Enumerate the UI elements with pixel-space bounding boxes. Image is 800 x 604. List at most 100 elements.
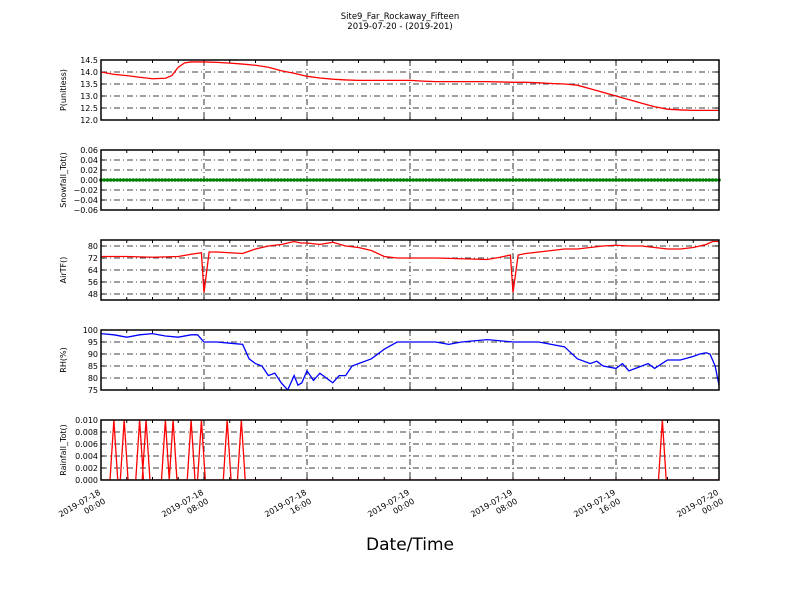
y-tick-label: 13.0: [80, 92, 98, 101]
data-point: [536, 178, 541, 182]
panel-1: 12.0 12.5 13.0 13.5 14.0 14.5 P(unitless): [59, 56, 720, 125]
data-point: [504, 178, 509, 182]
data-point: [382, 178, 387, 182]
data-point: [211, 178, 216, 182]
data-point: [401, 178, 406, 182]
series-line: [101, 240, 719, 293]
data-point: [334, 178, 338, 182]
data-point: [630, 178, 634, 182]
y-axis-label: AirTF(): [59, 257, 68, 284]
data-point: [392, 178, 396, 182]
data-point: [153, 178, 158, 182]
data-point: [672, 178, 676, 182]
data-point: [376, 178, 380, 182]
data-point: [685, 178, 689, 182]
data-point: [324, 178, 329, 182]
data-point: [701, 178, 705, 182]
data-point: [273, 178, 277, 182]
data-point: [485, 178, 490, 182]
data-point: [363, 178, 367, 182]
data-point: [688, 178, 692, 182]
data-point: [649, 178, 654, 182]
x-tick-label: 2019-07-1900:00: [366, 488, 416, 528]
x-tick-label: 2019-07-1908:00: [469, 488, 519, 528]
data-point: [298, 178, 303, 182]
data-point: [456, 178, 461, 182]
data-point: [627, 178, 631, 182]
data-point: [366, 178, 370, 182]
data-point: [710, 178, 715, 182]
x-tick-label: 2019-07-1916:00: [572, 488, 622, 528]
data-point: [453, 178, 457, 182]
y-tick-label: −0.06: [73, 206, 98, 215]
data-point: [108, 178, 113, 182]
data-point: [553, 178, 557, 182]
data-point: [495, 178, 499, 182]
data-point: [256, 178, 261, 182]
x-tick-label: 2019-07-1808:00: [160, 488, 210, 528]
axes-frame: [100, 329, 720, 391]
data-point: [507, 178, 512, 182]
data-point: [713, 178, 718, 182]
data-point: [205, 178, 210, 182]
y-tick-label: −0.02: [73, 186, 98, 195]
x-tick-label: 2019-07-2000:00: [675, 488, 725, 528]
y-tick-label: 12.5: [80, 104, 98, 113]
y-tick-label: 12.0: [80, 116, 98, 125]
data-point: [623, 178, 628, 182]
data-point: [182, 178, 187, 182]
y-tick-label: 100: [83, 326, 98, 335]
data-point: [202, 178, 206, 182]
data-point: [556, 178, 560, 182]
y-axis-label: Rainfall_Tot(): [59, 424, 68, 476]
data-point: [427, 178, 432, 182]
data-point: [665, 178, 670, 182]
data-point: [572, 178, 576, 182]
data-point: [102, 178, 107, 182]
data-point: [244, 178, 248, 182]
data-point: [198, 178, 203, 182]
data-point: [643, 178, 647, 182]
data-point: [141, 178, 145, 182]
data-point: [227, 178, 232, 182]
y-tick-label: 13.5: [80, 80, 98, 89]
data-point: [192, 178, 197, 182]
data-point: [218, 178, 222, 182]
data-point: [443, 178, 448, 182]
data-point: [224, 178, 229, 182]
data-point: [414, 178, 419, 182]
series-line: [101, 420, 719, 480]
data-point: [633, 178, 638, 182]
data-point: [694, 178, 699, 182]
data-point: [520, 178, 525, 182]
data-point: [591, 178, 596, 182]
data-point: [295, 178, 300, 182]
data-point: [128, 178, 132, 182]
data-point: [343, 178, 348, 182]
data-point: [179, 178, 184, 182]
y-tick-label: 0.002: [75, 464, 98, 473]
data-point: [276, 178, 280, 182]
data-point: [559, 178, 564, 182]
data-point: [240, 178, 245, 182]
data-point: [462, 178, 467, 182]
y-axis-label: P(unitless): [59, 69, 68, 111]
panel-5: 0.000 0.002 0.004 0.006 0.008 0.010 Rainfall_T…: [59, 416, 720, 485]
data-point: [501, 178, 506, 182]
data-point: [636, 178, 641, 182]
data-point: [617, 178, 622, 182]
data-point: [527, 178, 531, 182]
y-tick-label: 0.006: [75, 440, 98, 449]
y-tick-label: 0.000: [75, 476, 98, 485]
data-point: [150, 178, 155, 182]
data-point: [662, 178, 667, 182]
data-point: [668, 178, 673, 182]
data-point: [598, 178, 602, 182]
data-point: [301, 178, 306, 182]
data-point: [707, 178, 712, 182]
chart-subtitle: 2019-07-20 - (2019-201): [347, 22, 452, 32]
data-point: [105, 178, 110, 182]
y-tick-label: 75: [88, 386, 98, 395]
data-point: [601, 178, 605, 182]
data-point: [659, 178, 663, 182]
